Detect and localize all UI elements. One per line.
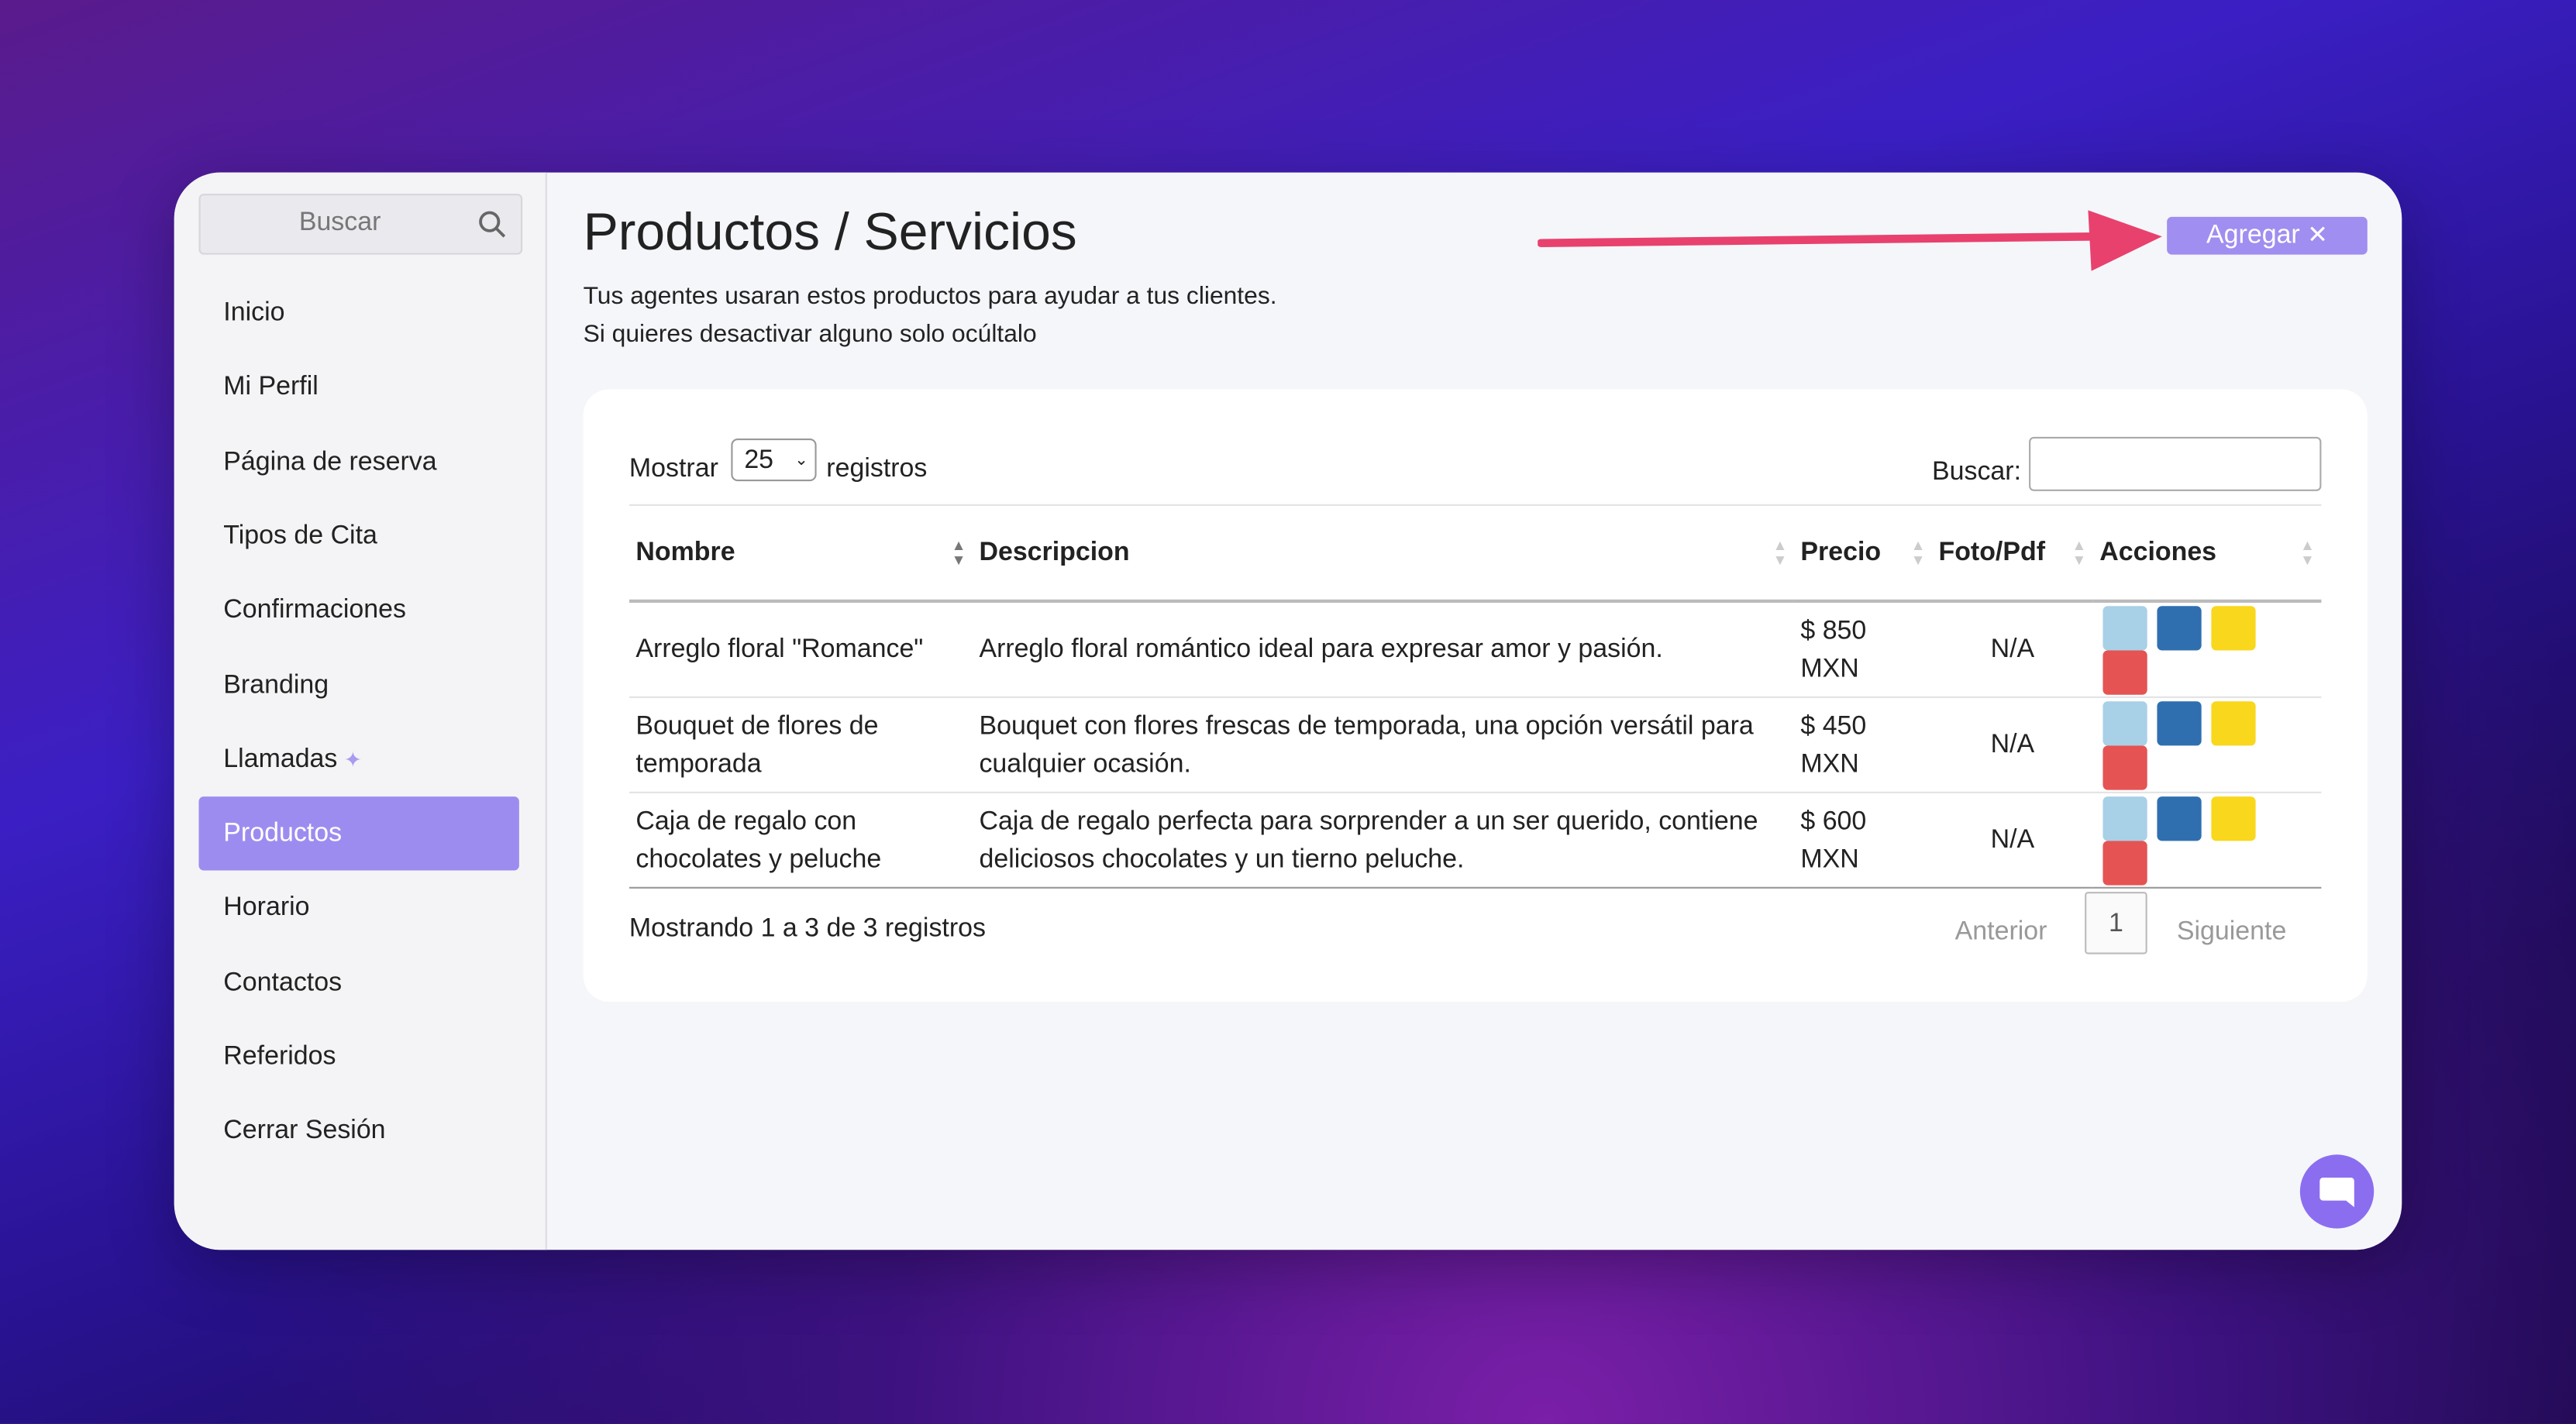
action-button[interactable] — [2102, 649, 2147, 694]
action-button[interactable] — [2102, 605, 2147, 650]
action-button[interactable] — [2157, 605, 2202, 650]
cell: Arreglo floral "Romance" — [629, 600, 973, 698]
column-header[interactable]: Descripcion ▲ ▼ — [972, 504, 1794, 603]
table-row: Arreglo floral "Romance" Arreglo floral r… — [629, 600, 2322, 698]
cell: N/A — [1932, 697, 2093, 793]
search-placeholder: Buscar — [298, 208, 381, 237]
column-header[interactable]: Acciones ▲ ▼ — [2092, 504, 2322, 603]
nav-item[interactable]: Inicio — [223, 298, 285, 327]
sort-icon: ▲ ▼ — [2071, 536, 2087, 568]
search-input[interactable] — [2029, 436, 2322, 491]
table-row: Bouquet de flores de temporada Bouquet co… — [629, 697, 2322, 793]
caret: ⌄ — [794, 451, 808, 470]
sparkle-icon: ✦ — [343, 747, 362, 772]
nav-item[interactable]: Contactos — [223, 968, 343, 997]
action-button[interactable] — [2211, 700, 2256, 745]
add-button[interactable]: Agregar ✕ — [2167, 216, 2368, 255]
chat-icon — [2319, 1177, 2354, 1208]
action-button[interactable] — [2102, 840, 2147, 885]
next-button[interactable]: Siguiente — [2176, 918, 2287, 947]
sort-icon: ▲ ▼ — [1910, 536, 1926, 568]
nav-item[interactable]: Productos — [198, 796, 519, 871]
actions-cell — [2092, 600, 2322, 698]
column-header[interactable]: Foto/Pdf ▲ ▼ — [1932, 504, 2093, 603]
cell: $ 450 MXN — [1793, 697, 1933, 793]
nav-item[interactable]: Branding — [223, 670, 329, 700]
table-row: Caja de regalo con chocolates y peluche C… — [629, 792, 2322, 889]
chat-button[interactable] — [2299, 1154, 2375, 1229]
sidebar-search[interactable]: Buscar — [198, 194, 523, 255]
length-select[interactable]: 25 ⌄ — [731, 439, 817, 482]
nav-item[interactable]: Página de reserva — [223, 447, 437, 476]
action-button[interactable] — [2102, 796, 2147, 841]
app-window: Buscar Inicio Mi Perfil Página de reserva T… — [174, 172, 2402, 1250]
page-button[interactable]: 1 — [2085, 892, 2147, 954]
cell: $ 600 MXN — [1793, 792, 1933, 889]
cell: $ 850 MXN — [1793, 600, 1933, 698]
column-label: Precio — [1800, 538, 1882, 566]
search-icon — [479, 211, 506, 238]
close-icon: ✕ — [2307, 222, 2328, 250]
arrow — [1538, 210, 2162, 271]
length-label: Mostrar — [629, 455, 718, 483]
nav-item[interactable]: Referidos — [223, 1043, 336, 1071]
nav-item[interactable]: Horario — [223, 894, 310, 923]
cell: Caja de regalo perfecta para sorprender … — [972, 792, 1794, 889]
nav-item[interactable]: Llamadas ✦ — [223, 745, 362, 774]
action-button[interactable] — [2211, 605, 2256, 650]
table-info: Mostrando 1 a 3 de 3 registros — [629, 914, 986, 943]
action-button[interactable] — [2211, 796, 2256, 841]
column-header[interactable]: Precio ▲ ▼ — [1793, 504, 1933, 603]
cell: N/A — [1932, 792, 2093, 889]
nav-item[interactable]: Confirmaciones — [223, 596, 406, 624]
header-row: Nombre ▲ ▼ Descripcion ▲ ▼ Precio ▲ ▼ Foto/Pdf ▲ ▼ A… — [629, 504, 2322, 603]
products-table: Nombre ▲ ▼ Descripcion ▲ ▼ Precio ▲ ▼ Foto/Pdf ▲ ▼ A… — [629, 504, 2322, 889]
action-button[interactable] — [2157, 700, 2202, 745]
actions-cell — [2092, 792, 2322, 889]
nav-item[interactable]: Tipos de Cita — [223, 521, 377, 550]
action-button[interactable] — [2157, 796, 2202, 841]
cell: Arreglo floral romántico ideal para expr… — [972, 600, 1794, 698]
add-label: Agregar — [2206, 222, 2300, 250]
nav-item[interactable]: Cerrar Sesión — [223, 1117, 386, 1146]
column-label: Foto/Pdf — [1938, 538, 2046, 566]
nav-item[interactable]: Mi Perfil — [223, 373, 319, 401]
sort-icon: ▲ ▼ — [951, 536, 966, 568]
prev-button[interactable]: Anterior — [1954, 918, 2047, 947]
sort-icon: ▲ ▼ — [1772, 536, 1788, 568]
page-title: Productos / Servicios — [583, 201, 1077, 262]
column-label: Descripcion — [979, 538, 1130, 566]
action-button[interactable] — [2102, 700, 2147, 745]
column-label: Acciones — [2099, 538, 2217, 566]
table-card: Mostrar 25 ⌄ registros Buscar: Nombre ▲ ▼ De… — [583, 389, 2368, 1003]
length-label: registros — [826, 455, 928, 483]
cell: Caja de regalo con chocolates y peluche — [629, 792, 973, 889]
actions-cell — [2092, 697, 2322, 793]
table-body: Arreglo floral "Romance" Arreglo floral r… — [629, 600, 2322, 889]
sidebar: Buscar Inicio Mi Perfil Página de reserva T… — [174, 172, 547, 1250]
column-label: Nombre — [635, 538, 735, 566]
column-header[interactable]: Nombre ▲ ▼ — [629, 504, 973, 603]
length-value: 25 — [744, 446, 774, 475]
search-label: Buscar: — [1932, 458, 2022, 487]
sort-icon: ▲ ▼ — [2300, 536, 2315, 568]
description: Tus agentes usaran estos productos para … — [583, 282, 1277, 311]
action-button[interactable] — [2102, 745, 2147, 789]
cell: Bouquet de flores de temporada — [629, 697, 973, 793]
cell: N/A — [1932, 600, 2093, 698]
description: Si quieres desactivar alguno solo ocúlta… — [583, 320, 1037, 349]
cell: Bouquet con flores frescas de temporada,… — [972, 697, 1794, 793]
